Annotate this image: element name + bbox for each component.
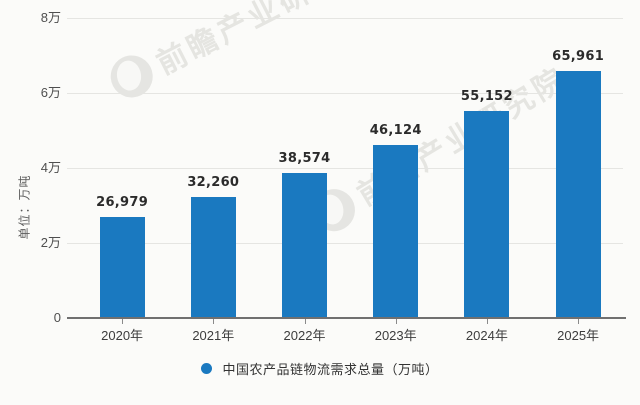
gridline [67, 242, 623, 244]
x-tick-label: 2020年 [101, 328, 144, 343]
bar-value-label: 46,124 [369, 123, 422, 138]
legend-label: 中国农产品链物流需求总量（万吨） [222, 362, 439, 377]
x-tick-label: 2022年 [283, 328, 326, 343]
bar-value-label: 32,260 [187, 175, 240, 190]
x-tick [213, 319, 215, 324]
bar [282, 173, 327, 318]
y-tick-label: 4万 [40, 160, 61, 175]
x-tick-label: 2021年 [192, 328, 235, 343]
x-tick-label: 2024年 [465, 328, 508, 343]
bar-value-label: 38,574 [278, 151, 331, 167]
bar-value-label: 65,961 [552, 48, 605, 64]
bar [464, 111, 510, 318]
bar [555, 70, 601, 318]
x-tick [122, 319, 124, 324]
x-tick [304, 319, 306, 324]
y-tick-label: 0 [53, 310, 61, 325]
x-tick-label: 2023年 [374, 328, 417, 343]
y-tick-label: 6万 [40, 85, 61, 100]
gridline [67, 167, 623, 169]
x-tick [578, 319, 580, 324]
bar [373, 145, 419, 318]
bar [99, 216, 145, 318]
x-tick-label: 2025年 [557, 328, 600, 343]
gridline [67, 17, 623, 19]
legend: 中国农产品链物流需求总量（万吨） [0, 359, 640, 378]
y-tick-label: 8万 [40, 10, 61, 25]
bar-value-label: 26,979 [96, 194, 149, 210]
bar [190, 197, 236, 318]
gridline [67, 92, 623, 94]
legend-marker-icon [201, 363, 213, 374]
bar-value-label: 55,152 [460, 89, 513, 105]
y-tick-label: 2万 [40, 235, 61, 250]
x-tick [486, 319, 488, 324]
x-tick [395, 319, 397, 324]
x-axis-line [67, 317, 626, 319]
